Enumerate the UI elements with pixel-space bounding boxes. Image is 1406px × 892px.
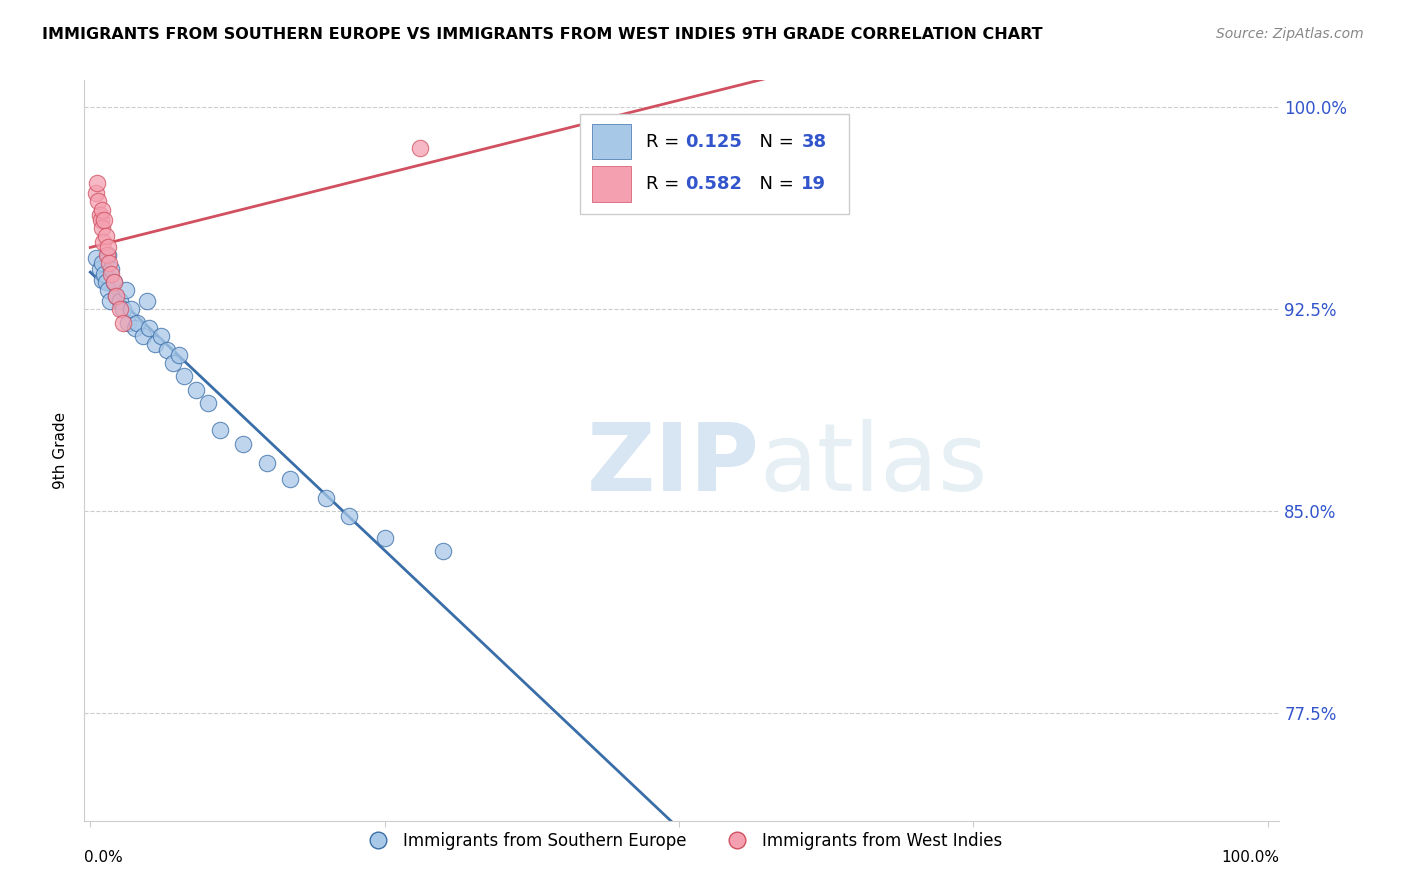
Point: [91, 235, 114, 249]
Point: [100, 261, 122, 276]
Point: [256, 456, 278, 470]
Point: [90, 213, 112, 227]
Text: R =: R =: [647, 133, 685, 151]
Y-axis label: 9th Grade: 9th Grade: [53, 412, 69, 489]
Point: [127, 316, 149, 330]
Point: [93, 213, 115, 227]
Text: N =: N =: [748, 133, 799, 151]
Point: [91, 272, 114, 286]
Point: [93, 267, 115, 281]
Legend: Immigrants from Southern Europe, Immigrants from West Indies: Immigrants from Southern Europe, Immigra…: [356, 825, 1008, 856]
Point: [97, 248, 120, 262]
Point: [432, 544, 454, 558]
Point: [232, 436, 254, 450]
Point: [135, 293, 157, 308]
Text: IMMIGRANTS FROM SOUTHERN EUROPE VS IMMIGRANTS FROM WEST INDIES 9TH GRADE CORRELA: IMMIGRANTS FROM SOUTHERN EUROPE VS IMMIG…: [42, 27, 1043, 42]
Point: [315, 491, 337, 505]
Point: [132, 329, 155, 343]
Point: [97, 240, 120, 254]
Point: [149, 329, 172, 343]
Point: [167, 348, 190, 362]
Point: [409, 140, 432, 154]
Point: [105, 288, 128, 302]
Text: R =: R =: [647, 175, 685, 193]
Point: [117, 316, 139, 330]
Point: [98, 256, 121, 270]
Point: [108, 293, 131, 308]
Text: 0.582: 0.582: [686, 175, 742, 193]
Text: 19: 19: [801, 175, 827, 193]
FancyBboxPatch shape: [592, 124, 630, 160]
Point: [374, 531, 396, 545]
Point: [103, 275, 125, 289]
Point: [105, 288, 128, 302]
Point: [114, 283, 136, 297]
Text: atlas: atlas: [759, 419, 988, 511]
Point: [138, 321, 160, 335]
Point: [94, 275, 117, 289]
Point: [97, 283, 120, 297]
FancyBboxPatch shape: [592, 166, 630, 202]
Point: [197, 396, 219, 410]
Point: [186, 383, 208, 397]
Point: [120, 302, 142, 317]
Text: N =: N =: [748, 175, 799, 193]
Point: [100, 267, 122, 281]
Point: [91, 221, 114, 235]
Point: [162, 356, 184, 370]
Point: [98, 293, 121, 308]
Point: [143, 337, 166, 351]
Text: 100.0%: 100.0%: [1222, 850, 1279, 865]
Point: [337, 509, 360, 524]
Text: 0.0%: 0.0%: [84, 850, 124, 865]
Point: [108, 302, 131, 317]
Point: [96, 248, 118, 262]
Point: [94, 229, 117, 244]
Text: ZIP: ZIP: [586, 419, 759, 511]
Text: Source: ZipAtlas.com: Source: ZipAtlas.com: [1216, 27, 1364, 41]
Point: [91, 202, 114, 217]
FancyBboxPatch shape: [581, 113, 849, 213]
Point: [87, 194, 110, 209]
Point: [91, 256, 114, 270]
Point: [89, 261, 111, 276]
Point: [84, 186, 107, 201]
Point: [156, 343, 179, 357]
Point: [208, 423, 231, 437]
Text: 38: 38: [801, 133, 827, 151]
Point: [86, 176, 108, 190]
Point: [112, 302, 135, 317]
Point: [280, 472, 302, 486]
Text: 0.125: 0.125: [686, 133, 742, 151]
Point: [173, 369, 195, 384]
Point: [124, 321, 146, 335]
Point: [112, 316, 135, 330]
Point: [84, 251, 107, 265]
Point: [89, 208, 111, 222]
Point: [103, 275, 125, 289]
